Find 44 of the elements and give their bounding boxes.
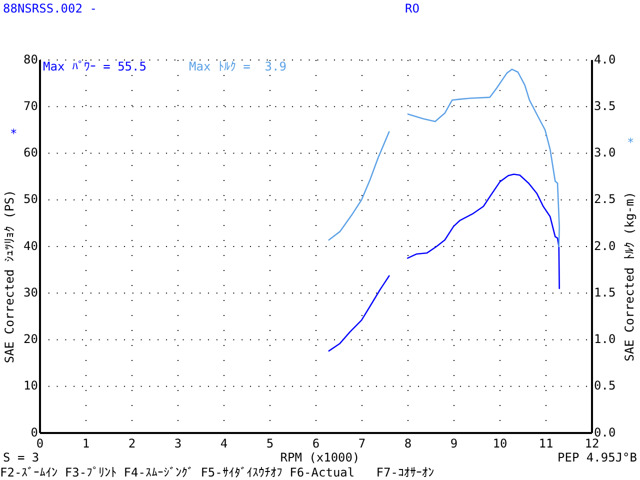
y2-tick-label: 0.5: [594, 378, 616, 393]
x-tick-label: 10: [492, 436, 508, 450]
x-tick-label: 5: [266, 436, 274, 450]
chart-subtitle: RO: [405, 1, 420, 16]
y-tick-label: 30: [24, 285, 38, 300]
y-tick-label: 20: [24, 332, 38, 346]
y-tick-label: 60: [24, 146, 38, 160]
y2-tick-label: 2.5: [594, 192, 616, 206]
y2-tick-label: 3.0: [594, 146, 616, 160]
text: *: [627, 135, 634, 150]
line-series: [407, 68, 560, 248]
y-tick-label: 40: [24, 238, 38, 253]
y-tick-label: 80: [24, 52, 38, 66]
x-tick-label: 6: [312, 436, 320, 450]
line-series: [328, 275, 390, 352]
y2-tick-label: 2.0: [594, 238, 616, 253]
text: S = 3: [3, 450, 40, 464]
annotation: Max ﾊﾟﾜｰ = 55.5: [43, 59, 146, 74]
text: *: [10, 126, 18, 140]
y-tick-label: 10: [24, 378, 38, 393]
x-tick-label: 2: [128, 436, 136, 450]
x-tick-label: 8: [404, 436, 412, 450]
text: F2-ｽﾞｰﾑｲﾝ F3-ﾌﾟﾘﾝﾄ F4-ｽﾑｰｼﾞﾝｸﾞ F5-ｻｲﾀﾞｲｽｳﾁｵﾌ F6-Actual F7-ｺｵｻｰｵﾝ: [0, 465, 434, 480]
y-tick-label: 70: [24, 98, 38, 113]
x-tick-label: 4: [220, 436, 228, 450]
x-tick-label: 1: [82, 436, 90, 450]
y2-tick-label: 1.5: [594, 285, 616, 300]
y-tick-label: 50: [24, 192, 38, 206]
y2-tick-label: 1.0: [594, 332, 616, 346]
line-series: [406, 174, 560, 290]
x-tick-label: 7: [358, 436, 366, 450]
chart-title: 88NSRSS.002 -: [3, 1, 97, 16]
x-tick-label: 3: [174, 436, 182, 450]
x-axis-title: RPM (x1000): [280, 450, 360, 464]
x-tick-label: 9: [450, 436, 458, 450]
y-axis-title: SAE Corrected ｼｭﾂﾘｮｸ (PS): [2, 190, 16, 364]
annotation: Max ﾄﾙｸ = 3.9: [189, 59, 286, 74]
y2-axis-title: SAE Corrected ﾄﾙｸ (kg-m): [622, 192, 636, 362]
y-tick-label: 0: [30, 425, 38, 440]
text: PEP 4.95J°B: [558, 450, 637, 464]
y2-tick-label: 3.5: [594, 98, 616, 113]
y2-tick-label: 4.0: [594, 52, 616, 66]
line-series: [328, 131, 390, 241]
x-tick-label: 11: [538, 436, 554, 450]
